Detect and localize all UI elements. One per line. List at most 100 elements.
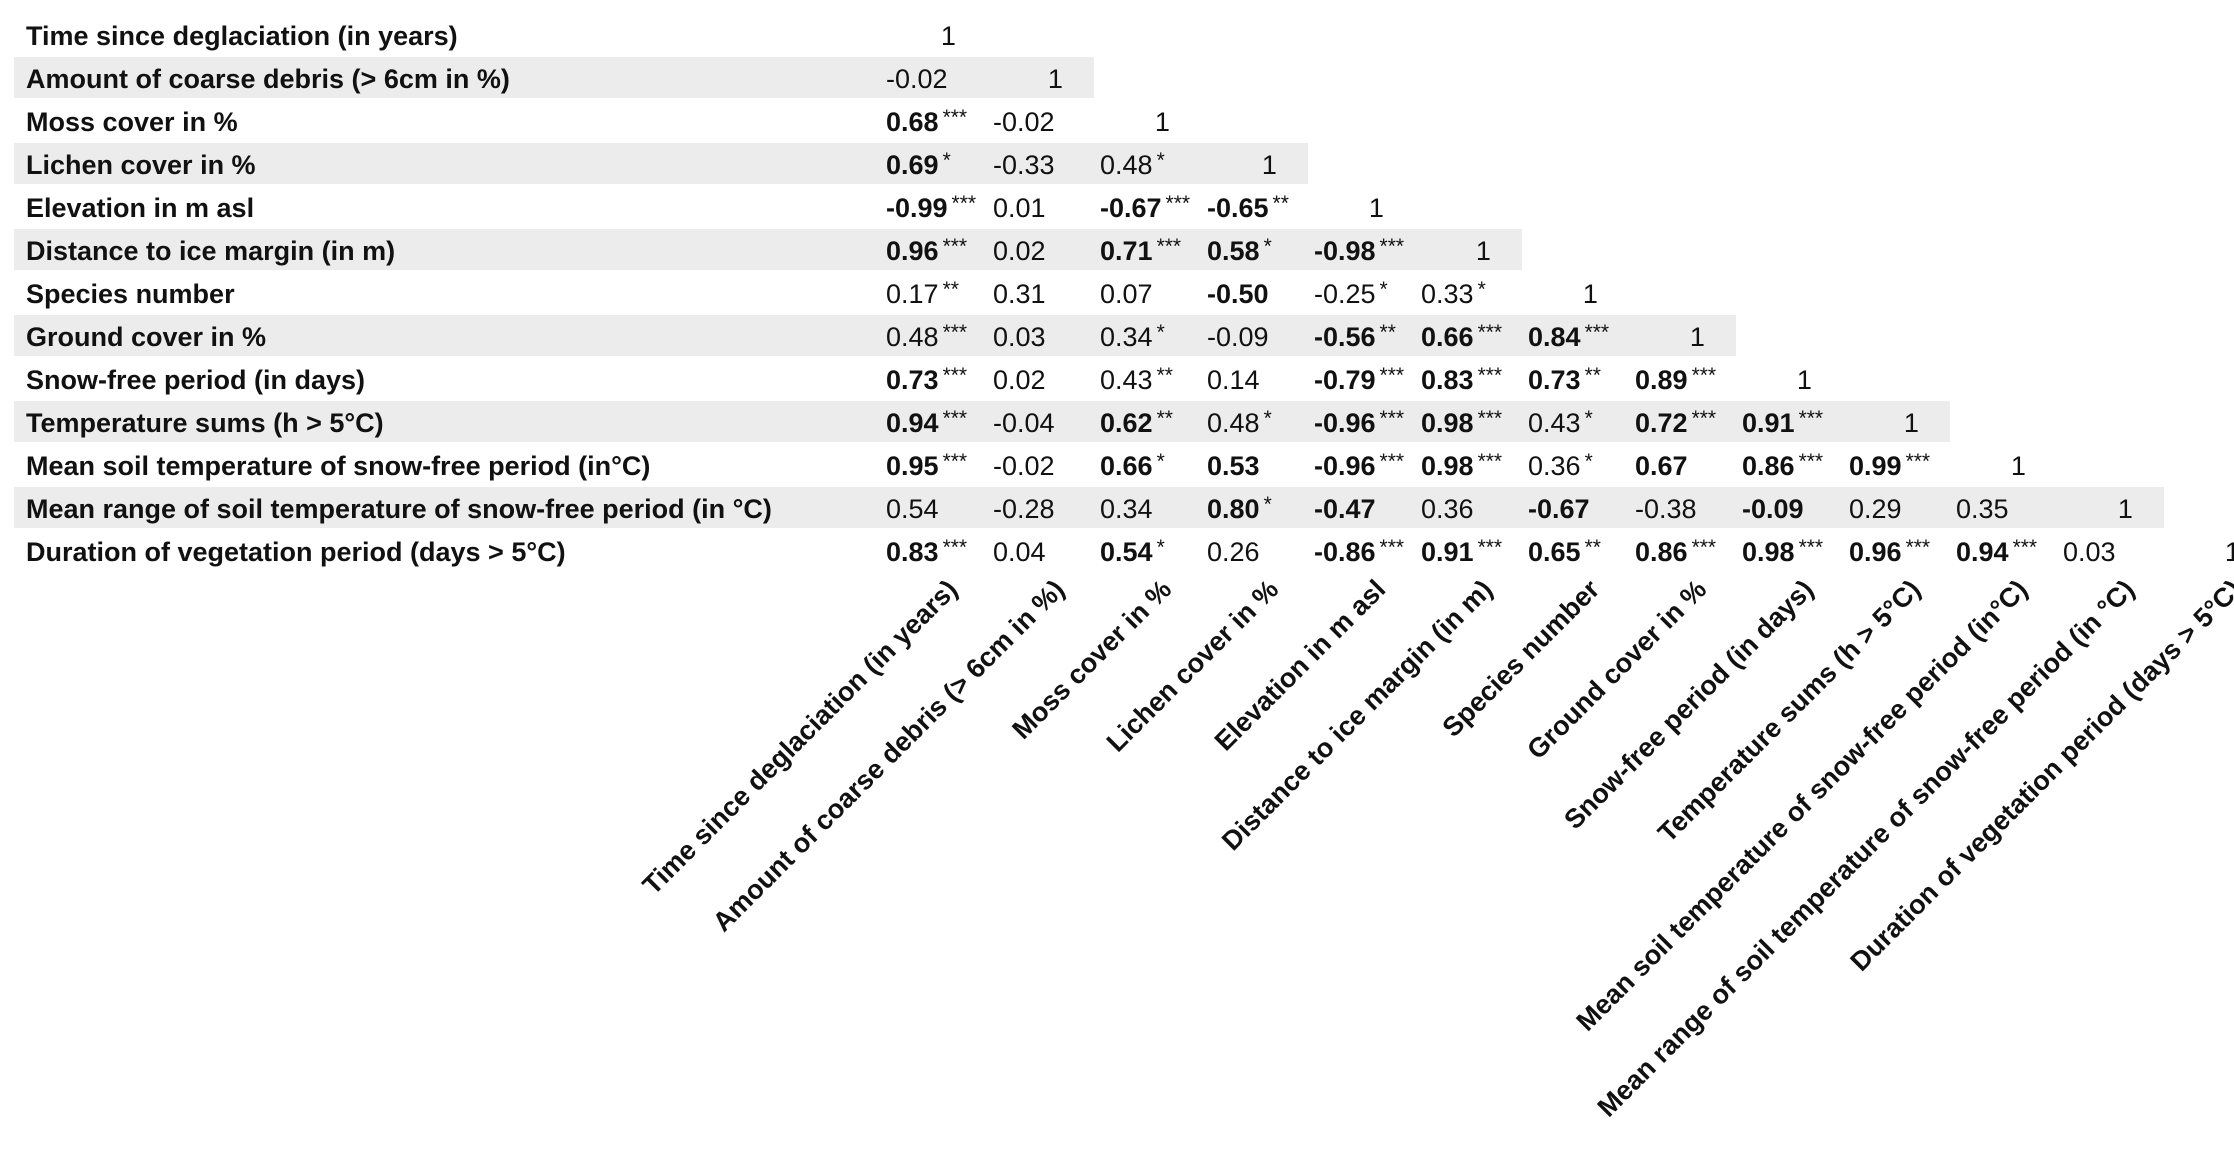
matrix-cell: -0.02 bbox=[886, 64, 948, 94]
cell-value: 1 bbox=[1690, 322, 1705, 352]
matrix-cell: 0.43 * bbox=[1528, 407, 1593, 438]
cell-value: 0.83 bbox=[1421, 365, 1474, 395]
cell-value: 0.62 bbox=[1100, 408, 1153, 438]
row-label: Mean range of soil temperature of snow-f… bbox=[26, 494, 772, 524]
cell-value: -0.09 bbox=[1207, 322, 1269, 352]
column-label: Mean range of soil temperature of snow-f… bbox=[1592, 574, 2141, 1123]
cell-value: 0.29 bbox=[1849, 494, 1902, 524]
cell-value: 0.94 bbox=[886, 408, 939, 438]
matrix-cell: 0.17 ** bbox=[886, 278, 959, 309]
cell-value: 0.02 bbox=[993, 365, 1046, 395]
significance-stars: ** bbox=[1585, 536, 1601, 559]
row-label: Duration of vegetation period (days > 5°… bbox=[26, 537, 566, 567]
matrix-cell: -0.67 bbox=[1528, 494, 1590, 524]
significance-stars: *** bbox=[943, 364, 968, 387]
significance-stars: *** bbox=[1380, 364, 1405, 387]
matrix-cell: 0.65 ** bbox=[1528, 536, 1601, 567]
cell-value: 1 bbox=[2011, 451, 2026, 481]
matrix-cell: 0.94 *** bbox=[886, 407, 967, 438]
matrix-cell: 0.01 bbox=[993, 193, 1046, 223]
row-label: Snow-free period (in days) bbox=[26, 365, 365, 395]
cell-value: 0.26 bbox=[1207, 537, 1260, 567]
cell-value: 0.66 bbox=[1100, 451, 1153, 481]
matrix-cell: 0.54 bbox=[886, 494, 939, 524]
cell-value: -0.09 bbox=[1742, 494, 1804, 524]
cell-value: -0.98 bbox=[1314, 236, 1376, 266]
matrix-cell: 0.73 ** bbox=[1528, 364, 1601, 395]
column-labels: Time since deglaciation (in years)Amount… bbox=[637, 574, 2234, 1123]
matrix-cell: -0.25 * bbox=[1314, 278, 1388, 309]
matrix-cell: -0.99 *** bbox=[886, 192, 976, 223]
cell-value: -0.99 bbox=[886, 193, 948, 223]
cell-value: 0.65 bbox=[1528, 537, 1581, 567]
matrix-cell: -0.56 ** bbox=[1314, 321, 1396, 352]
matrix-cell: 1 bbox=[2225, 537, 2234, 567]
cell-value: -0.96 bbox=[1314, 408, 1376, 438]
row-band bbox=[14, 487, 2164, 528]
cell-value: 0.01 bbox=[993, 193, 1046, 223]
cell-value: 1 bbox=[941, 21, 956, 51]
cell-value: 0.94 bbox=[1956, 537, 2009, 567]
significance-stars: *** bbox=[1380, 450, 1405, 473]
cell-value: -0.50 bbox=[1207, 279, 1269, 309]
matrix-cell: 0.54 * bbox=[1100, 536, 1165, 567]
cell-value: 0.95 bbox=[886, 451, 939, 481]
cell-value: -0.33 bbox=[993, 150, 1055, 180]
matrix-cell: -0.65 ** bbox=[1207, 192, 1289, 223]
matrix-cell: 1 bbox=[1262, 150, 1277, 180]
significance-stars: *** bbox=[943, 450, 968, 473]
matrix-cell: 0.86 *** bbox=[1742, 450, 1823, 481]
cell-value: 0.96 bbox=[1849, 537, 1902, 567]
matrix-cell: -0.50 bbox=[1207, 279, 1269, 309]
matrix-cell: 0.95 *** bbox=[886, 450, 967, 481]
row-label: Species number bbox=[26, 279, 235, 309]
matrix-cell: -0.09 bbox=[1742, 494, 1804, 524]
significance-stars: *** bbox=[1380, 407, 1405, 430]
matrix-cell: 0.89 *** bbox=[1635, 364, 1716, 395]
cell-value: 0.54 bbox=[886, 494, 939, 524]
matrix-cell: 0.99 *** bbox=[1849, 450, 1930, 481]
significance-stars: * bbox=[1157, 149, 1165, 172]
significance-stars: * bbox=[1380, 278, 1388, 301]
matrix-cell: 0.36 bbox=[1421, 494, 1474, 524]
significance-stars: *** bbox=[943, 407, 968, 430]
cell-value: -0.02 bbox=[886, 64, 948, 94]
matrix-cell: 0.35 bbox=[1956, 494, 2009, 524]
cell-value: 1 bbox=[1797, 365, 1812, 395]
cell-value: -0.56 bbox=[1314, 322, 1376, 352]
cell-value: 1 bbox=[1048, 64, 1063, 94]
matrix-cell: -0.02 bbox=[993, 451, 1055, 481]
matrix-cell: 1 bbox=[1690, 322, 1705, 352]
cell-value: 0.54 bbox=[1100, 537, 1153, 567]
matrix-cell: 0.96 *** bbox=[1849, 536, 1930, 567]
significance-stars: * bbox=[1585, 407, 1593, 430]
significance-stars: * bbox=[943, 149, 951, 172]
significance-stars: *** bbox=[1380, 536, 1405, 559]
cell-value: 1 bbox=[1262, 150, 1277, 180]
cell-value: -0.25 bbox=[1314, 279, 1376, 309]
matrix-cells: 1-0.02 10.68 *** -0.02 10.69 * -0.33 0.48 * 1-0.9… bbox=[886, 21, 2234, 567]
significance-stars: *** bbox=[2013, 536, 2038, 559]
cell-value: 0.36 bbox=[1421, 494, 1474, 524]
matrix-cell: 1 bbox=[2118, 494, 2133, 524]
matrix-cell: 0.80 * bbox=[1207, 493, 1272, 524]
significance-stars: * bbox=[1157, 450, 1165, 473]
matrix-cell: 1 bbox=[1369, 193, 1384, 223]
cell-value: 0.98 bbox=[1421, 451, 1474, 481]
cell-value: -0.79 bbox=[1314, 365, 1376, 395]
significance-stars: *** bbox=[1478, 364, 1503, 387]
matrix-cell: -0.04 bbox=[993, 408, 1055, 438]
cell-value: -0.28 bbox=[993, 494, 1055, 524]
cell-value: 0.98 bbox=[1742, 537, 1795, 567]
significance-stars: *** bbox=[1166, 192, 1191, 215]
cell-value: 0.80 bbox=[1207, 494, 1260, 524]
significance-stars: *** bbox=[1692, 407, 1717, 430]
cell-value: -0.67 bbox=[1528, 494, 1590, 524]
matrix-cell: 0.36 * bbox=[1528, 450, 1593, 481]
matrix-cell: 0.31 bbox=[993, 279, 1046, 309]
matrix-cell: -0.86 *** bbox=[1314, 536, 1404, 567]
cell-value: 0.03 bbox=[2063, 537, 2116, 567]
significance-stars: *** bbox=[1478, 536, 1503, 559]
cell-value: 0.43 bbox=[1528, 408, 1581, 438]
significance-stars: ** bbox=[1380, 321, 1396, 344]
